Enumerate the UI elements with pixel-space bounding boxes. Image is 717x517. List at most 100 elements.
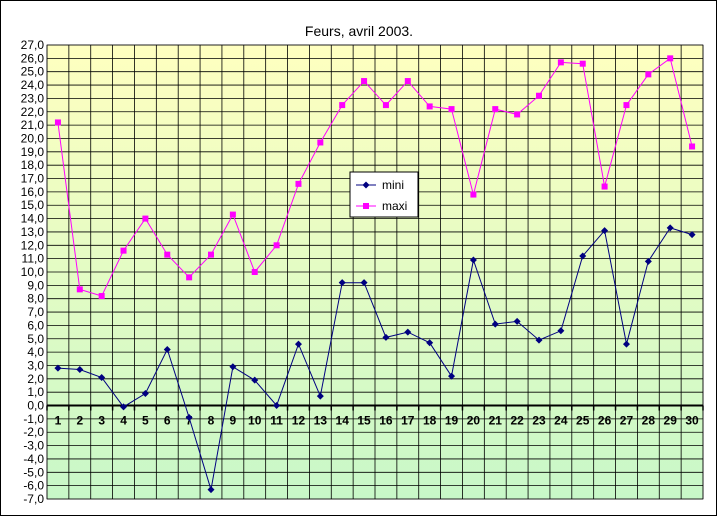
y-tick-label: 13,0 bbox=[21, 225, 45, 239]
x-tick-label: 24 bbox=[554, 414, 568, 428]
y-tick-label: 14,0 bbox=[21, 212, 45, 226]
data-point-mini bbox=[404, 328, 412, 336]
x-tick-label: 23 bbox=[532, 414, 546, 428]
data-point-mini bbox=[382, 333, 390, 341]
x-tick-label: 22 bbox=[510, 414, 524, 428]
data-point-maxi bbox=[623, 102, 630, 109]
legend-item-mini: mini bbox=[356, 178, 404, 192]
legend-label: maxi bbox=[382, 199, 407, 213]
x-tick-label: 29 bbox=[664, 414, 678, 428]
data-point-maxi bbox=[579, 60, 586, 67]
series-maxi bbox=[54, 55, 696, 300]
data-point-maxi bbox=[98, 293, 105, 300]
x-tick-label: 28 bbox=[642, 414, 656, 428]
data-point-mini bbox=[207, 486, 215, 494]
y-tick-label: 7,0 bbox=[27, 305, 44, 319]
data-point-maxi bbox=[76, 286, 83, 293]
y-tick-label: 15,0 bbox=[21, 198, 45, 212]
y-tick-label: -5,0 bbox=[23, 465, 44, 479]
x-tick-label: 5 bbox=[142, 414, 149, 428]
legend-item-maxi: maxi bbox=[356, 199, 407, 213]
data-point-maxi bbox=[645, 71, 652, 78]
data-point-mini bbox=[557, 327, 565, 335]
y-tick-label: 20,0 bbox=[21, 131, 45, 145]
data-point-maxi bbox=[557, 59, 564, 66]
x-tick-label: 15 bbox=[357, 414, 371, 428]
data-point-maxi bbox=[536, 92, 542, 99]
data-point-mini bbox=[360, 279, 368, 287]
data-point-maxi bbox=[120, 247, 127, 254]
x-tick-label: 27 bbox=[620, 414, 634, 428]
y-tick-label: 25,0 bbox=[21, 65, 45, 79]
y-tick-label: -4,0 bbox=[23, 452, 44, 466]
data-point-mini bbox=[294, 340, 302, 348]
data-point-mini bbox=[644, 257, 652, 265]
data-point-maxi bbox=[164, 251, 171, 258]
y-tick-label: 5,0 bbox=[27, 332, 44, 346]
x-tick-label: 4 bbox=[120, 414, 127, 428]
y-tick-label: 6,0 bbox=[27, 318, 44, 332]
data-point-mini bbox=[98, 373, 106, 381]
x-tick-label: 12 bbox=[292, 414, 306, 428]
data-point-mini bbox=[273, 402, 281, 410]
y-tick-label: -3,0 bbox=[23, 439, 44, 453]
data-point-mini bbox=[469, 256, 477, 264]
data-point-maxi bbox=[492, 106, 499, 113]
x-tick-label: 13 bbox=[314, 414, 328, 428]
y-tick-label: -1,0 bbox=[23, 412, 44, 426]
data-point-mini bbox=[54, 364, 62, 372]
x-tick-label: 25 bbox=[576, 414, 590, 428]
x-tick-label: 6 bbox=[164, 414, 171, 428]
legend-marker bbox=[363, 203, 369, 209]
data-point-maxi bbox=[361, 78, 368, 85]
data-point-maxi bbox=[339, 102, 346, 109]
data-point-maxi bbox=[470, 191, 477, 198]
x-tick-label: 1 bbox=[55, 414, 62, 428]
y-tick-label: 21,0 bbox=[21, 118, 45, 132]
y-tick-label: 24,0 bbox=[21, 78, 45, 92]
data-point-maxi bbox=[426, 103, 433, 110]
x-tick-label: 20 bbox=[467, 414, 481, 428]
data-point-mini bbox=[316, 392, 324, 400]
x-tick-label: 26 bbox=[598, 414, 612, 428]
axes bbox=[46, 404, 704, 411]
chart-title: Feurs, avril 2003. bbox=[305, 23, 413, 39]
y-tick-label: 3,0 bbox=[27, 358, 44, 372]
y-tick-label: 11,0 bbox=[22, 252, 45, 266]
y-tick-label: 23,0 bbox=[21, 91, 45, 105]
x-tick-label: 30 bbox=[685, 414, 699, 428]
data-point-mini bbox=[338, 279, 346, 287]
data-point-maxi bbox=[186, 274, 193, 281]
x-tick-label: 16 bbox=[379, 414, 393, 428]
legend-marker bbox=[362, 181, 370, 189]
data-point-maxi bbox=[317, 139, 324, 146]
x-tick-label: 8 bbox=[208, 414, 215, 428]
data-point-mini bbox=[513, 317, 521, 325]
x-tick-label: 10 bbox=[248, 414, 262, 428]
y-tick-label: 16,0 bbox=[21, 185, 45, 199]
data-point-mini bbox=[141, 390, 149, 398]
y-tick-labels: 27,026,025,024,023,022,021,020,019,018,0… bbox=[21, 38, 45, 506]
data-point-mini bbox=[666, 224, 674, 232]
data-point-mini bbox=[579, 252, 587, 260]
y-tick-label: 9,0 bbox=[27, 278, 44, 292]
x-tick-label: 14 bbox=[336, 414, 350, 428]
y-tick-label: -6,0 bbox=[23, 479, 44, 493]
data-point-mini bbox=[535, 336, 543, 344]
x-tick-label: 17 bbox=[401, 414, 415, 428]
x-tick-label: 9 bbox=[230, 414, 237, 428]
x-tick-label: 11 bbox=[270, 414, 283, 428]
x-tick-label: 3 bbox=[98, 414, 105, 428]
x-tick-label: 19 bbox=[445, 414, 459, 428]
data-point-maxi bbox=[404, 78, 411, 85]
data-point-maxi bbox=[448, 106, 455, 113]
data-point-mini bbox=[448, 372, 456, 380]
y-tick-label: 18,0 bbox=[21, 158, 45, 172]
series-mini bbox=[54, 224, 696, 494]
y-tick-label: 0,0 bbox=[27, 399, 44, 413]
data-point-maxi bbox=[689, 143, 696, 150]
data-point-maxi bbox=[273, 242, 280, 249]
x-tick-label: 2 bbox=[76, 414, 83, 428]
